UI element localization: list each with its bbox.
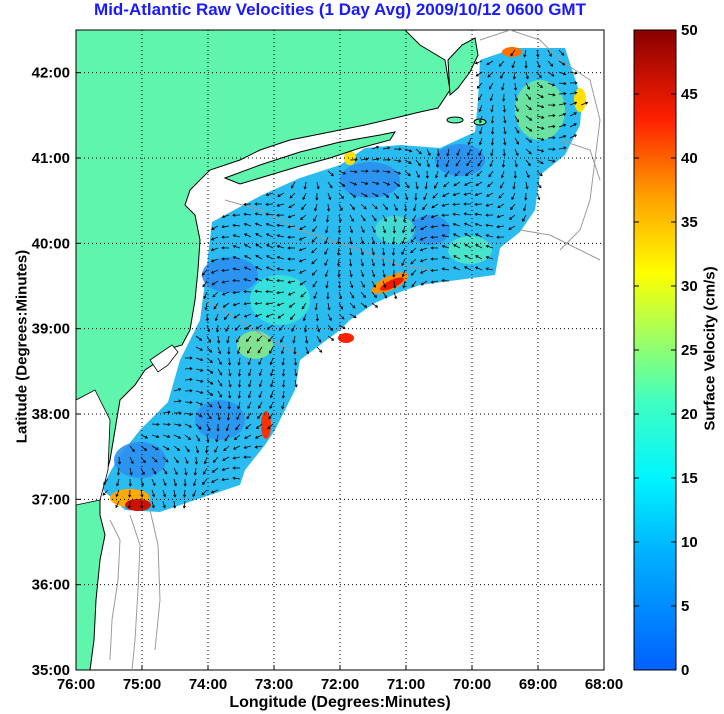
x-tick-label: 69:00 bbox=[519, 676, 557, 693]
colorbar-label: Surface Velocity (cm/s) bbox=[702, 199, 719, 499]
x-tick-label: 72:00 bbox=[321, 676, 359, 693]
colorbar-tick-label: 40 bbox=[681, 150, 698, 167]
colorbar-tick-label: 35 bbox=[681, 214, 698, 231]
y-tick-label: 37:00 bbox=[32, 491, 70, 508]
y-tick-label: 39:00 bbox=[32, 321, 70, 338]
island bbox=[447, 117, 463, 123]
colorbar-tick-label: 5 bbox=[681, 598, 689, 615]
y-axis: 35:00 36:00 37:00 38:00 39:00 40:00 41:00 42:00 bbox=[32, 65, 81, 679]
colorbar-tick-label: 0 bbox=[681, 662, 689, 679]
colorbar-tick-label: 15 bbox=[681, 470, 698, 487]
colorbar-tick-label: 45 bbox=[681, 86, 698, 103]
x-tick-label: 71:00 bbox=[387, 676, 425, 693]
x-tick-label: 75:00 bbox=[123, 676, 161, 693]
colorbar-tick-label: 50 bbox=[681, 22, 698, 39]
y-tick-label: 42:00 bbox=[32, 65, 70, 82]
colorbar bbox=[634, 30, 676, 670]
x-tick-label: 73:00 bbox=[255, 676, 293, 693]
y-tick-label: 40:00 bbox=[32, 235, 70, 252]
y-tick-label: 38:00 bbox=[32, 406, 70, 423]
x-tick-label: 68:00 bbox=[585, 676, 623, 693]
x-tick-label: 70:00 bbox=[453, 676, 491, 693]
x-tick-label: 74:00 bbox=[189, 676, 227, 693]
x-axis: 76:00 75:00 74:00 73:00 72:00 71:00 70:00 69:00… bbox=[57, 665, 623, 693]
colorbar-tick-label: 20 bbox=[681, 406, 698, 423]
colorbar-tick-label: 30 bbox=[681, 278, 698, 295]
colorbar-tick-label: 10 bbox=[681, 534, 698, 551]
y-tick-label: 36:00 bbox=[32, 577, 70, 594]
colorbar-tick-label: 25 bbox=[681, 342, 698, 359]
y-tick-label: 41:00 bbox=[32, 150, 70, 167]
y-tick-label: 35:00 bbox=[32, 662, 70, 679]
